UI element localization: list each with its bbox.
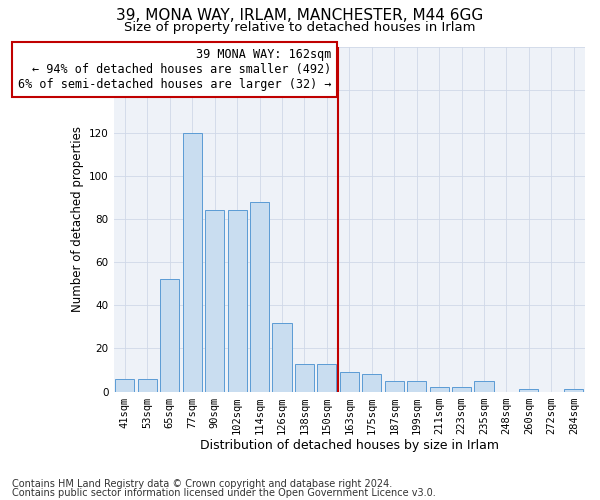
Text: 39 MONA WAY: 162sqm
← 94% of detached houses are smaller (492)
6% of semi-detach: 39 MONA WAY: 162sqm ← 94% of detached ho… (18, 48, 331, 91)
Bar (183, 133, 202, 392)
Bar (407, 381, 426, 392)
Bar (564, 390, 583, 392)
Bar (295, 364, 314, 392)
Text: Size of property relative to detached houses in Irlam: Size of property relative to detached ho… (124, 21, 476, 34)
Text: Contains HM Land Registry data © Crown copyright and database right 2024.: Contains HM Land Registry data © Crown c… (12, 479, 392, 489)
Bar (385, 381, 404, 392)
Text: 39, MONA WAY, IRLAM, MANCHESTER, M44 6GG: 39, MONA WAY, IRLAM, MANCHESTER, M44 6GG (116, 8, 484, 22)
Bar (160, 280, 179, 392)
Bar (227, 210, 247, 392)
Bar (430, 388, 449, 392)
Bar (205, 210, 224, 392)
Bar (520, 390, 538, 392)
Bar (317, 364, 337, 392)
Bar (138, 378, 157, 392)
Bar (272, 322, 292, 392)
Bar (452, 388, 471, 392)
Text: Contains public sector information licensed under the Open Government Licence v3: Contains public sector information licen… (12, 488, 436, 498)
Bar (362, 374, 382, 392)
Bar (340, 372, 359, 392)
Bar (250, 202, 269, 392)
Bar (475, 381, 494, 392)
X-axis label: Distribution of detached houses by size in Irlam: Distribution of detached houses by size … (200, 440, 499, 452)
Y-axis label: Number of detached properties: Number of detached properties (71, 126, 83, 312)
Bar (115, 378, 134, 392)
